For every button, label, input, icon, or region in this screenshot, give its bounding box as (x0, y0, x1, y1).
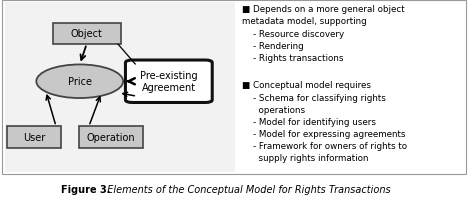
Text: Pre-existing
Agreement: Pre-existing Agreement (140, 71, 197, 93)
Text: Operation: Operation (87, 132, 136, 142)
Text: User: User (23, 132, 45, 142)
Text: Elements of the Conceptual Model for Rights Transactions: Elements of the Conceptual Model for Rig… (101, 184, 391, 194)
Ellipse shape (37, 65, 123, 99)
Text: Object: Object (71, 29, 103, 39)
FancyBboxPatch shape (7, 127, 61, 148)
FancyBboxPatch shape (5, 3, 234, 172)
Text: Figure 3.: Figure 3. (61, 184, 111, 194)
Text: ■ Conceptual model requires
    - Schema for classifying rights
      operations: ■ Conceptual model requires - Schema for… (242, 81, 407, 162)
FancyBboxPatch shape (79, 127, 143, 148)
FancyBboxPatch shape (2, 1, 466, 174)
FancyBboxPatch shape (125, 61, 212, 103)
FancyBboxPatch shape (53, 24, 121, 44)
Text: Price: Price (68, 77, 92, 87)
Text: ■ Depends on a more general object
metadata model, supporting
    - Resource dis: ■ Depends on a more general object metad… (242, 5, 404, 63)
